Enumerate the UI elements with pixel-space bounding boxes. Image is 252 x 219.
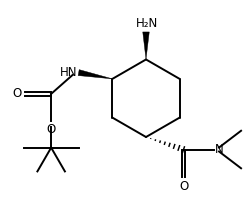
Text: O: O — [13, 87, 22, 100]
Polygon shape — [143, 32, 149, 60]
Text: O: O — [47, 123, 56, 136]
Text: HN: HN — [60, 66, 77, 79]
Text: O: O — [179, 180, 188, 193]
Text: H₂N: H₂N — [136, 17, 159, 30]
Polygon shape — [78, 70, 112, 79]
Text: N: N — [215, 143, 224, 156]
